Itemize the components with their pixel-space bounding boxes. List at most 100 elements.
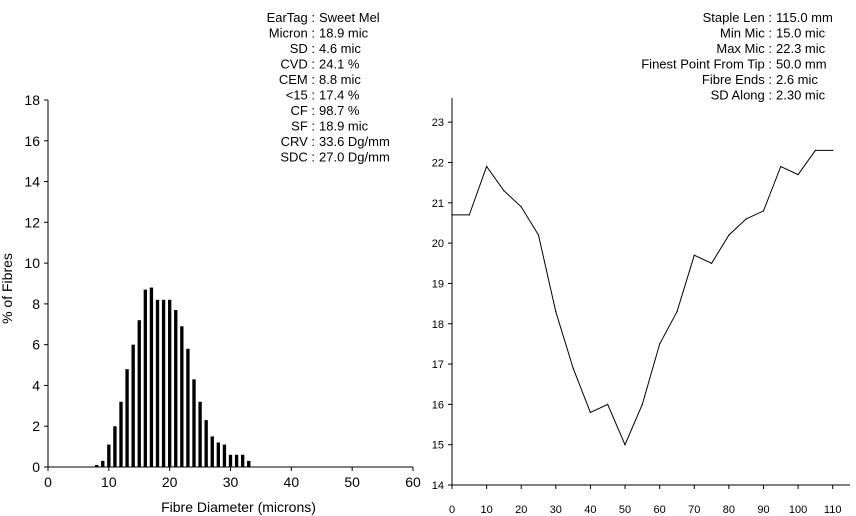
- histogram-bar: [247, 460, 251, 467]
- stat-label: EarTag :: [267, 10, 315, 25]
- profile-data-point: [728, 234, 730, 236]
- profile-data-point: [745, 218, 747, 220]
- histogram-bar: [149, 287, 154, 467]
- histogram-y-tick-label: 12: [24, 214, 40, 230]
- histogram-bar: [234, 454, 239, 467]
- histogram-bar: [155, 299, 160, 467]
- profile-data-point: [451, 214, 453, 216]
- profile-data-point: [780, 165, 782, 168]
- stat-value: 17.4 %: [319, 88, 360, 103]
- histogram-bar: [192, 379, 196, 467]
- stat-value: Sweet Mel: [319, 10, 380, 25]
- profile-data-point: [503, 190, 505, 192]
- histogram-x-tick-label: 0: [44, 474, 52, 490]
- stat-value: 8.8 mic: [319, 72, 361, 87]
- histogram-y-tick-label: 0: [32, 459, 40, 475]
- histogram-y-tick-label: 10: [24, 255, 40, 271]
- stat-value: 2.30 mic: [776, 88, 826, 103]
- histogram-bar: [228, 454, 233, 467]
- stat-value: 33.6 Dg/mm: [319, 134, 390, 149]
- profile-data-point: [814, 149, 816, 152]
- histogram-bar: [161, 299, 166, 467]
- profile-y-tick-label: 23: [432, 117, 444, 129]
- profile-data-point: [607, 403, 609, 405]
- histogram-x-axis-label: Fibre Diameter (microns): [161, 499, 316, 515]
- stat-label: Staple Len :: [703, 10, 772, 25]
- histogram-bar: [216, 442, 221, 467]
- histogram-bar: [143, 289, 148, 467]
- stat-value: 18.9 mic: [319, 26, 369, 41]
- stat-label: CVD :: [280, 57, 315, 72]
- profile-data-point: [641, 403, 643, 405]
- profile-x-tick-label: 0: [449, 504, 455, 516]
- histogram-bar: [240, 454, 245, 467]
- histogram-y-tick-label: 4: [32, 377, 40, 393]
- stat-value: 50.0 mm: [776, 57, 827, 72]
- stat-value: 2.6 mic: [776, 72, 818, 87]
- histogram-bar: [167, 299, 172, 467]
- fibre-diameter-histogram: 0 2 4 6 8 10 12 14 16 18 0 10 20 30 40 50 60 Fibre Diamet…: [0, 92, 421, 515]
- profile-y-tick-label: 14: [432, 480, 444, 492]
- histogram-bar: [101, 460, 105, 467]
- profile-x-tick-label: 70: [688, 504, 700, 516]
- histogram-y-tick-label: 16: [24, 133, 40, 149]
- stat-label: SF :: [291, 119, 315, 134]
- stat-label: SD Along :: [711, 88, 772, 103]
- histogram-y-tick-label: 2: [32, 418, 40, 434]
- histogram-bar: [113, 426, 117, 467]
- histogram-x-tick-label: 50: [344, 474, 360, 490]
- profile-y-tick-label: 16: [432, 399, 444, 411]
- profile-x-tick-label: 80: [723, 504, 735, 516]
- profile-x-tick-label: 90: [757, 504, 769, 516]
- profile-y-tick-label: 19: [432, 278, 444, 290]
- histogram-y-tick-label: 18: [24, 92, 40, 108]
- stat-label: Fibre Ends :: [702, 72, 772, 87]
- stat-value: 22.3 mic: [776, 41, 826, 56]
- profile-y-tick-label: 18: [432, 319, 444, 331]
- diameter-profile-line-chart: 14 15 16 17 18 19 20 21 22 23 0 10 20 30 40 50 60 70 80 90 1…: [432, 98, 850, 516]
- stat-label: CRV :: [281, 134, 315, 149]
- profile-data-point: [659, 343, 661, 345]
- histogram-bar: [94, 464, 99, 467]
- histogram-bar: [137, 320, 141, 467]
- stat-label: SD :: [290, 41, 315, 56]
- stat-value: 15.0 mic: [776, 26, 826, 41]
- stat-label: <15 :: [286, 88, 315, 103]
- stat-value: 4.6 mic: [319, 41, 361, 56]
- profile-data-point: [762, 210, 765, 212]
- stats-panel-left: EarTag : Sweet Mel Micron : 18.9 mic SD : 4.6…: [267, 10, 390, 165]
- profile-data-point: [710, 262, 713, 264]
- profile-data-point: [797, 173, 799, 176]
- histogram-bar: [131, 344, 135, 467]
- histogram-y-tick-label: 8: [32, 296, 40, 312]
- stat-label: Max Mic :: [716, 41, 772, 56]
- histogram-x-tick-label: 10: [101, 474, 117, 490]
- profile-y-tick-label: 17: [432, 359, 444, 371]
- histogram-y-axis-label: % of Fibres: [0, 253, 15, 324]
- stats-panel-right: Staple Len : 115.0 mm Min Mic : 15.0 mic Max…: [641, 10, 833, 103]
- profile-x-tick-label: 30: [550, 504, 562, 516]
- profile-data-point: [572, 367, 574, 369]
- profile-x-tick-label: 100: [789, 504, 807, 516]
- profile-x-tick-label: 40: [584, 504, 596, 516]
- profile-data-point: [520, 206, 522, 208]
- profile-y-tick-label: 15: [432, 440, 444, 452]
- histogram-bar: [204, 420, 208, 467]
- histogram-bar: [174, 310, 178, 467]
- profile-data-point: [486, 165, 488, 168]
- histogram-x-tick-label: 40: [284, 474, 300, 490]
- stat-value: 115.0 mm: [776, 10, 833, 25]
- histogram-bar: [186, 348, 190, 467]
- profile-data-point: [676, 311, 678, 313]
- histogram-bar: [180, 326, 184, 467]
- histogram-x-tick-label: 60: [405, 474, 421, 490]
- stat-label: CEM :: [279, 72, 315, 87]
- histogram-x-tick-label: 30: [223, 474, 239, 490]
- profile-data-point: [693, 254, 695, 256]
- profile-data-point: [624, 444, 626, 446]
- histogram-bar: [210, 436, 214, 467]
- profile-x-tick-label: 50: [619, 504, 631, 516]
- histogram-bar: [198, 401, 202, 467]
- profile-x-tick-label: 60: [654, 504, 666, 516]
- histogram-y-tick-label: 6: [32, 337, 40, 353]
